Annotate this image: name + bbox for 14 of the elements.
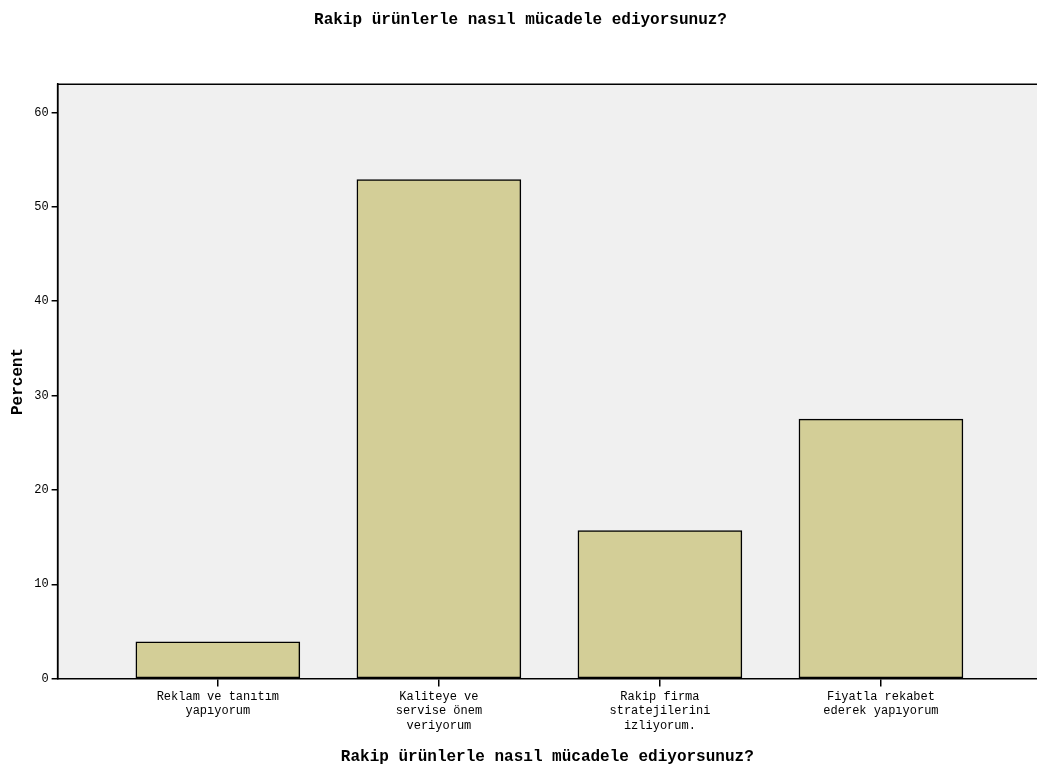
y-tick-label: 60 [34, 105, 49, 120]
y-tick-label: 30 [34, 388, 49, 403]
y-tick-label: 50 [34, 200, 49, 215]
x-tick-label: Rakip firma stratejilerini izliyorum. [609, 689, 711, 733]
x-tick-label: Kaliteye ve servise önem veriyorum [395, 689, 483, 733]
x-axis-title: Rakip ürünlerle nasıl mücadele ediyorsunuz? [340, 748, 754, 767]
x-tick-label: Reklam ve tanıtım yapıyorum [156, 689, 280, 719]
y-tick-label: 20 [34, 483, 49, 498]
y-axis-title: Percent [8, 347, 27, 416]
y-tick-label: 40 [34, 294, 49, 309]
chart-title: Rakip ürünlerle nasıl mücadele ediyorsunuz? [314, 10, 727, 29]
y-tick-label: 10 [34, 577, 49, 592]
x-tick-label: Fiyatla rekabet ederek yapıyorum [823, 689, 939, 719]
y-tick-label: 0 [41, 671, 49, 686]
